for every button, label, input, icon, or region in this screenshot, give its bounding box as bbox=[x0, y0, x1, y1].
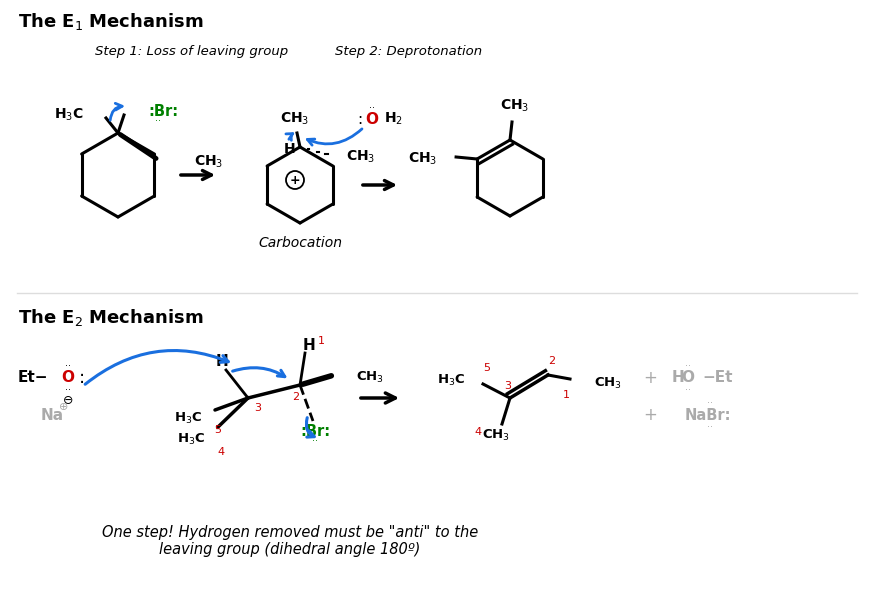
Text: ··: ·· bbox=[707, 422, 713, 432]
Text: H$_2$: H$_2$ bbox=[384, 111, 403, 127]
Text: The E$_1$ Mechanism: The E$_1$ Mechanism bbox=[18, 11, 204, 32]
Text: :: : bbox=[357, 112, 363, 127]
Text: H: H bbox=[216, 355, 228, 370]
Text: H$_3$C: H$_3$C bbox=[54, 107, 84, 123]
Text: :Br:: :Br: bbox=[148, 103, 178, 118]
Text: 5: 5 bbox=[483, 363, 490, 373]
Text: 4: 4 bbox=[218, 447, 225, 457]
Text: O: O bbox=[365, 112, 378, 127]
Text: +: + bbox=[643, 369, 657, 387]
Text: 1: 1 bbox=[563, 390, 570, 400]
Text: CH$_3$: CH$_3$ bbox=[194, 154, 224, 170]
Text: ··: ·· bbox=[65, 361, 71, 371]
Text: NaBr:: NaBr: bbox=[685, 407, 732, 422]
Text: CH$_3$: CH$_3$ bbox=[356, 370, 384, 385]
Text: ··: ·· bbox=[707, 398, 713, 408]
Text: Carbocation: Carbocation bbox=[258, 236, 342, 250]
Text: H: H bbox=[284, 142, 295, 156]
Text: 4: 4 bbox=[475, 427, 482, 437]
Text: +: + bbox=[643, 406, 657, 424]
Text: CH$_3$: CH$_3$ bbox=[482, 427, 510, 443]
Text: ··: ·· bbox=[685, 385, 691, 395]
Text: O: O bbox=[682, 370, 695, 385]
Text: Step 1: Loss of leaving group: Step 1: Loss of leaving group bbox=[95, 46, 288, 58]
Text: H$_3$C: H$_3$C bbox=[437, 373, 465, 388]
Text: 3: 3 bbox=[504, 381, 511, 391]
Text: 3: 3 bbox=[254, 403, 261, 413]
Text: CH$_3$: CH$_3$ bbox=[500, 98, 530, 114]
Text: ··: ·· bbox=[155, 116, 161, 126]
Text: One step! Hydrogen removed must be "anti" to the
leaving group (dihedral angle 1: One step! Hydrogen removed must be "anti… bbox=[102, 525, 478, 557]
Text: ··: ·· bbox=[65, 385, 71, 395]
Text: 2: 2 bbox=[293, 392, 300, 402]
Text: CH$_3$: CH$_3$ bbox=[594, 376, 622, 391]
Text: ··: ·· bbox=[312, 436, 318, 446]
Text: O: O bbox=[61, 370, 74, 385]
Text: CH$_3$: CH$_3$ bbox=[281, 111, 309, 127]
Text: H$_3$C: H$_3$C bbox=[177, 431, 205, 446]
Text: ⊖: ⊖ bbox=[63, 394, 73, 407]
Text: ··: ·· bbox=[369, 103, 375, 113]
Text: 5: 5 bbox=[214, 425, 221, 435]
Text: :: : bbox=[79, 369, 85, 387]
Text: Step 2: Deprotonation: Step 2: Deprotonation bbox=[335, 46, 482, 58]
Text: :Br:: :Br: bbox=[300, 424, 330, 439]
Text: Et−: Et− bbox=[17, 370, 48, 385]
Text: −Et: −Et bbox=[702, 370, 732, 385]
Text: The E$_2$ Mechanism: The E$_2$ Mechanism bbox=[18, 307, 204, 329]
Text: H: H bbox=[671, 370, 684, 385]
Text: ··: ·· bbox=[685, 361, 691, 371]
Text: Na: Na bbox=[40, 407, 64, 422]
Text: ⊕: ⊕ bbox=[59, 402, 69, 412]
Text: 2: 2 bbox=[549, 356, 556, 366]
Text: +: + bbox=[289, 173, 301, 187]
Text: 1: 1 bbox=[317, 336, 324, 346]
Text: H$_3$C: H$_3$C bbox=[174, 410, 202, 425]
Text: CH$_3$: CH$_3$ bbox=[408, 151, 437, 167]
Text: CH$_3$: CH$_3$ bbox=[346, 149, 375, 165]
Text: H: H bbox=[302, 337, 316, 352]
